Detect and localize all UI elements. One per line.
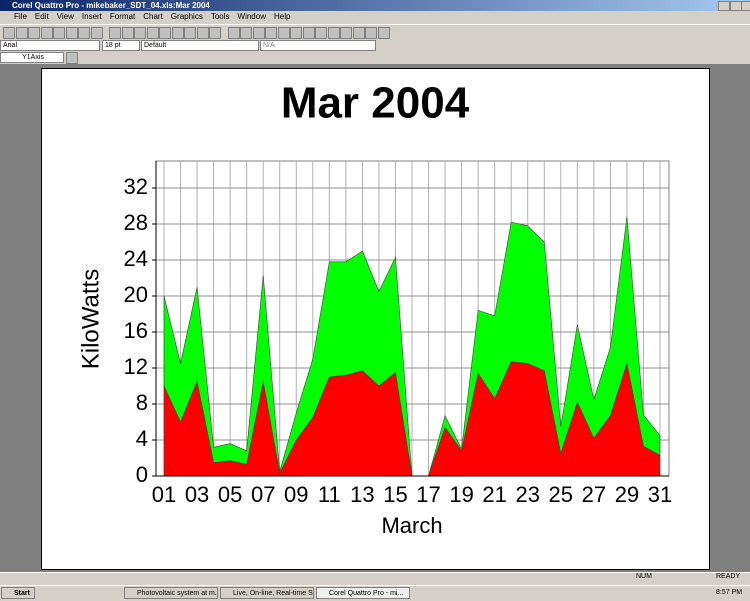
tool-button[interactable] — [315, 27, 327, 39]
y-axis-label: KiloWatts — [77, 269, 104, 369]
font-box[interactable]: Arial — [0, 40, 100, 51]
y-tick-label: 12 — [124, 354, 148, 379]
tool-button[interactable] — [327, 27, 340, 39]
style2-box[interactable]: N/A — [260, 40, 376, 51]
status-ready: READY — [716, 573, 741, 580]
tool-button[interactable] — [196, 27, 209, 39]
menu-item[interactable]: Chart — [143, 12, 163, 21]
x-tick-label: 09 — [284, 482, 308, 507]
tool-button[interactable] — [252, 27, 265, 39]
document-area: Mar 2004 March KiloWatts 0 4 8 12 16 20 24 28 32… — [0, 65, 750, 572]
chart: Mar 2004 March KiloWatts 0 4 8 12 16 20 24 28 32… — [77, 79, 672, 538]
tool-button[interactable] — [65, 27, 78, 39]
x-tick-label: 19 — [449, 482, 473, 507]
x-tick-label: 25 — [549, 482, 573, 507]
toolbar — [0, 24, 750, 39]
tool-button[interactable] — [134, 27, 146, 39]
x-tick-label: 29 — [615, 482, 639, 507]
y-tick-label: 16 — [124, 318, 148, 343]
start-button[interactable]: Start — [1, 587, 35, 599]
chart-title: Mar 2004 — [281, 79, 470, 128]
x-tick-label: 15 — [383, 482, 407, 507]
task-button[interactable]: Photovoltaic system at m... — [124, 587, 218, 599]
menu-item[interactable]: Insert — [81, 12, 102, 21]
task-button[interactable]: Live, On-line, Real-time S... — [220, 587, 314, 599]
tool-button[interactable] — [90, 27, 103, 39]
tool-button[interactable] — [265, 27, 277, 39]
x-tick-label: 01 — [152, 482, 176, 507]
menu-bar: File Edit View Insert Format Chart Graphics Too… — [0, 11, 750, 23]
x-axis-label: March — [381, 513, 442, 538]
chart-page: Mar 2004 March KiloWatts 0 4 8 12 16 20 24 28 32… — [41, 68, 710, 570]
task-button[interactable]: Corel Quattro Pro - mi... — [316, 587, 410, 599]
x-tick-label: 23 — [515, 482, 539, 507]
x-tick-label: 03 — [185, 482, 209, 507]
x-tick-label: 07 — [251, 482, 275, 507]
tool-button[interactable] — [227, 27, 240, 39]
tool-button[interactable] — [109, 27, 121, 39]
x-tick-label: 05 — [218, 482, 242, 507]
menu-item[interactable]: Edit — [34, 12, 49, 21]
y-tick-label: 32 — [124, 174, 148, 199]
y-tick-label: 8 — [136, 390, 148, 415]
tool-button[interactable] — [40, 27, 53, 39]
status-bar: NUM READY — [0, 572, 750, 585]
tool-button[interactable] — [377, 27, 390, 39]
x-tick-label: 11 — [318, 482, 341, 507]
tool-button[interactable] — [159, 27, 171, 39]
object-button[interactable] — [66, 52, 78, 64]
tool-button[interactable] — [171, 27, 184, 39]
x-tick-label: 27 — [582, 482, 606, 507]
tool-button[interactable] — [3, 27, 15, 39]
menu-item[interactable]: Format — [109, 12, 136, 21]
y-tick-label: 28 — [124, 210, 148, 235]
menu-item[interactable]: Window — [237, 12, 266, 21]
tool-button[interactable] — [290, 27, 302, 39]
x-tick-label: 13 — [350, 482, 374, 507]
menu-item[interactable]: Tools — [210, 12, 230, 21]
tool-button[interactable] — [302, 27, 315, 39]
tool-button[interactable] — [53, 27, 65, 39]
y-tick-label: 20 — [124, 282, 148, 307]
tool-button[interactable] — [209, 27, 221, 39]
clock: 8:57 PM — [716, 589, 743, 596]
object-box[interactable]: Y1Axis — [0, 52, 64, 63]
tool-button[interactable] — [146, 27, 159, 39]
tool-button[interactable] — [15, 27, 28, 39]
window-title: Corel Quattro Pro - mikebaker_SDT_04.xls… — [12, 1, 210, 10]
tool-button[interactable] — [184, 27, 196, 39]
x-tick-label: 31 — [648, 482, 672, 507]
object-bar: Y1Axis — [0, 51, 750, 65]
title-bar: Corel Quattro Pro - mikebaker_SDT_04.xls… — [0, 0, 750, 11]
x-tick-label: 17 — [416, 482, 440, 507]
menu-item[interactable]: View — [56, 12, 74, 21]
y-tick-label: 0 — [136, 462, 148, 487]
tool-button[interactable] — [121, 27, 134, 39]
menu-item[interactable]: File — [14, 12, 27, 21]
menu-item[interactable]: Graphics — [170, 12, 203, 21]
close[interactable] — [741, 1, 750, 11]
x-tick-label: 21 — [482, 482, 506, 507]
y-tick-label: 4 — [136, 426, 148, 451]
area — [163, 216, 661, 477]
tool-button[interactable] — [352, 27, 365, 39]
taskbar: Start Photovoltaic system at m... Live, … — [0, 585, 750, 601]
y-tick-label: 24 — [124, 246, 148, 271]
style-box[interactable]: Default — [141, 40, 259, 51]
tool-button[interactable] — [78, 27, 90, 39]
tool-button[interactable] — [340, 27, 352, 39]
tool-button[interactable] — [28, 27, 40, 39]
tool-button[interactable] — [240, 27, 252, 39]
size-box[interactable]: 18 pt — [102, 40, 140, 51]
status-num: NUM — [636, 573, 652, 580]
menu-item[interactable]: Help — [273, 12, 291, 21]
tool-button[interactable] — [365, 27, 377, 39]
format-bar: Arial 18 pt Default N/A — [0, 39, 750, 51]
tool-button[interactable] — [277, 27, 290, 39]
minimize[interactable] — [718, 1, 730, 11]
